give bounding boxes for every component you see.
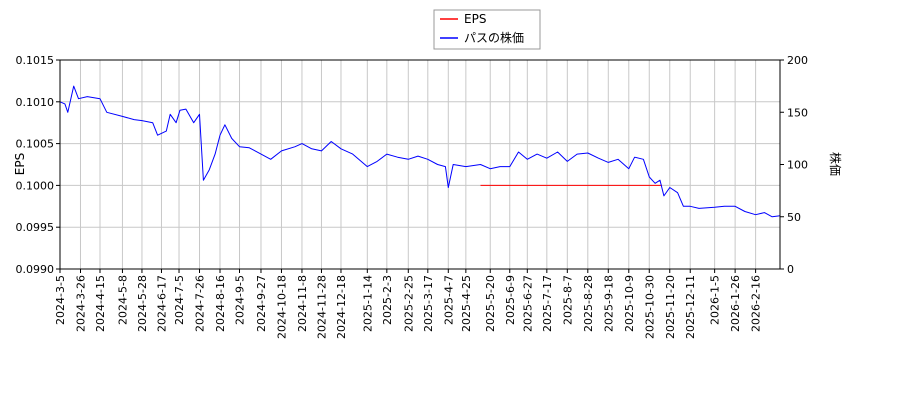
x-tick-label: 2025-8-7: [561, 275, 574, 325]
x-tick-label: 2024-11-8: [296, 275, 309, 332]
y-right-tick-label: 50: [787, 211, 801, 224]
legend-label-stock-price: パスの株価: [464, 30, 524, 45]
y-left-tick-label: 0.0995: [16, 221, 55, 234]
x-tick-label: 2026-1-5: [709, 275, 722, 325]
x-tick-label: 2025-2-25: [402, 275, 415, 332]
x-tick-label: 2025-10-30: [643, 275, 656, 339]
series-layer: [59, 85, 781, 218]
x-tick-label: 2026-1-26: [729, 275, 742, 332]
legend: EPS パスの株価: [433, 9, 541, 50]
x-tick-label: 2025-2-3: [381, 275, 394, 325]
plot-background: [60, 60, 780, 269]
y-right-tick-label: 100: [787, 159, 808, 172]
x-tick-label: 2025-6-27: [521, 275, 534, 332]
axes: 2024-3-5 2024-3-26 2024-4-15 2024-5-8 2024-5…: [16, 54, 809, 339]
x-tick-label: 2025-7-17: [541, 275, 554, 332]
x-tick-label: 2025-5-20: [484, 275, 497, 332]
y-right-tick-label: 200: [787, 54, 808, 67]
x-tick-label: 2024-7-5: [173, 275, 186, 325]
x-tick-label: 2024-3-5: [54, 275, 67, 325]
x-tick-label: 2024-9-27: [255, 275, 268, 332]
x-tick-label: 2024-9-5: [234, 275, 247, 325]
x-tick-label: 2025-10-9: [623, 275, 636, 332]
x-tick-label: 2024-6-17: [155, 275, 168, 332]
x-tick-label: 2024-8-16: [214, 275, 227, 332]
x-tick-label: 2024-3-26: [74, 275, 87, 332]
legend-label-eps: EPS: [464, 12, 486, 26]
x-tick-label: 2025-12-11: [684, 275, 697, 339]
x-tick-label: 2025-6-9: [504, 275, 517, 325]
y-right-tick-label: 150: [787, 106, 808, 119]
x-tick-label: 2024-7-26: [194, 275, 207, 332]
series-line-stock-price: [59, 85, 781, 218]
x-tick-label: 2024-12-18: [335, 275, 348, 339]
x-tick-label: 2024-4-15: [94, 275, 107, 332]
y-axis-left-label: EPS: [13, 153, 27, 175]
x-tick-label: 2024-10-18: [275, 275, 288, 339]
y-left-tick-label: 0.0990: [16, 263, 55, 276]
x-tick-label: 2024-5-28: [136, 275, 149, 332]
x-tick-label: 2025-4-7: [442, 275, 455, 325]
y-axis-right-label: 株価: [828, 152, 843, 176]
y-left-tick-label: 0.1010: [16, 96, 55, 109]
x-tick-label: 2024-5-8: [116, 275, 129, 325]
y-left-tick-label: 0.1000: [16, 179, 55, 192]
x-tick-label: 2024-11-28: [315, 275, 328, 339]
x-tick-label: 2025-1-14: [361, 275, 374, 332]
legend-box: [433, 9, 541, 50]
x-tick-label: 2025-4-25: [460, 275, 473, 332]
x-tick-label: 2026-2-16: [750, 275, 763, 332]
y-left-tick-label: 0.1015: [16, 54, 55, 67]
x-tick-label: 2025-3-17: [422, 275, 435, 332]
y-right-tick-label: 0: [787, 263, 794, 276]
x-tick-label: 2025-11-20: [664, 275, 677, 339]
y-left-tick-label: 0.1005: [16, 138, 55, 151]
x-tick-label: 2025-8-28: [582, 275, 595, 332]
x-tick-label: 2025-9-18: [602, 275, 615, 332]
